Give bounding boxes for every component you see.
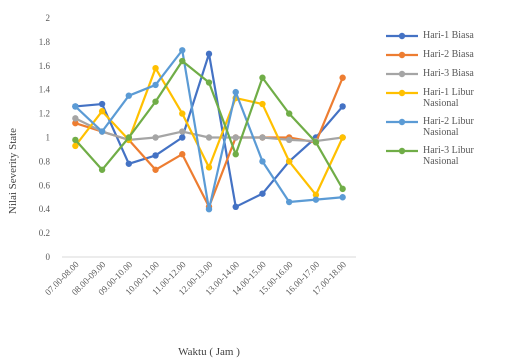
data-point (285, 158, 293, 165)
data-point (232, 134, 239, 141)
y-tick-label: 0.4 (39, 204, 51, 214)
legend-item: Hari-3 Biasa (384, 68, 524, 80)
data-point (152, 134, 159, 141)
data-point (98, 100, 106, 108)
x-axis-ticks: 07.00-08.0008.00-09.0009.00-10.0010.00-1… (43, 259, 348, 297)
data-point (232, 151, 239, 158)
data-point (339, 194, 346, 201)
data-point (152, 166, 159, 173)
series-2 (72, 74, 346, 211)
legend-swatch (386, 147, 418, 155)
data-point (72, 115, 79, 122)
data-point (259, 158, 266, 165)
data-point (98, 108, 106, 115)
y-tick-label: 0.8 (39, 156, 51, 166)
legend-label: Hari-1 Libur Nasional (423, 87, 474, 109)
data-point (312, 196, 320, 203)
data-point (259, 74, 266, 81)
legend-label: Hari-2 Libur Nasional (423, 116, 474, 138)
x-axis-title: Waktu ( Jam ) (178, 346, 240, 358)
y-tick-label: 1.4 (39, 85, 51, 95)
data-point (125, 160, 133, 167)
data-point (179, 128, 186, 135)
legend-label: Hari-3 Libur Nasional (423, 145, 474, 167)
data-point (125, 134, 133, 141)
legend-item: Hari-1 Libur Nasional (384, 87, 524, 109)
y-tick-label: 2 (46, 13, 51, 23)
data-point (72, 119, 79, 127)
data-point (312, 139, 320, 146)
legend-item: Hari-3 Libur Nasional (384, 145, 524, 167)
data-point (205, 79, 213, 86)
legend-item: Hari-2 Biasa (384, 49, 524, 61)
data-point (259, 134, 266, 141)
y-tick-label: 0 (46, 252, 51, 262)
legend-item: Hari-2 Libur Nasional (384, 116, 524, 138)
legend-swatch (386, 51, 418, 59)
data-point (72, 142, 79, 150)
data-point (205, 206, 213, 213)
data-point (259, 100, 266, 108)
chart-legend: Hari-1 Biasa Hari-2 Biasa Hari-3 Biasa Hari… (384, 30, 524, 174)
data-point (152, 98, 159, 105)
data-point (72, 136, 79, 144)
y-axis-ticks: 0 0.2 0.4 0.6 0.8 1 1.2 1.4 1.6 1.8 2 (39, 13, 51, 262)
legend-item: Hari-1 Biasa (384, 30, 524, 42)
series-5 (72, 47, 346, 213)
series-layer (72, 47, 346, 213)
legend-label: Hari-3 Biasa (423, 68, 474, 79)
data-point (339, 74, 346, 81)
legend-swatch (386, 118, 418, 126)
data-point (339, 185, 346, 193)
y-tick-label: 1 (46, 133, 51, 143)
data-point (179, 151, 186, 158)
series-line (74, 49, 343, 211)
legend-swatch (386, 32, 418, 40)
data-point (339, 103, 346, 110)
data-point (312, 191, 320, 199)
y-tick-label: 0.6 (39, 180, 51, 190)
data-point (179, 110, 186, 117)
data-point (285, 198, 293, 206)
data-point (152, 152, 159, 159)
series-line (75, 52, 344, 208)
series-6 (72, 57, 346, 193)
data-point (285, 110, 293, 117)
y-tick-label: 0.2 (39, 228, 50, 238)
data-point (98, 166, 106, 173)
y-tick-label: 1.6 (39, 61, 51, 71)
data-point (232, 88, 239, 96)
data-point (179, 134, 186, 141)
legend-swatch (386, 89, 418, 97)
data-point (152, 81, 159, 89)
data-point (232, 203, 239, 211)
data-point (98, 128, 106, 135)
data-point (285, 136, 293, 144)
data-point (259, 190, 266, 197)
data-point (179, 57, 186, 65)
y-tick-label: 1.8 (39, 37, 51, 47)
data-point (72, 103, 79, 110)
legend-label: Hari-1 Biasa (423, 30, 474, 41)
y-axis-title: Nilai Severity State (7, 128, 19, 214)
y-tick-label: 1.2 (39, 109, 50, 119)
data-point (179, 47, 186, 54)
legend-swatch (386, 70, 418, 78)
series-line (75, 77, 344, 208)
data-point (125, 92, 133, 99)
legend-label: Hari-2 Biasa (423, 49, 474, 60)
data-point (205, 164, 213, 171)
data-point (152, 64, 159, 72)
data-point (339, 134, 346, 141)
data-point (205, 50, 213, 58)
data-point (205, 134, 213, 141)
